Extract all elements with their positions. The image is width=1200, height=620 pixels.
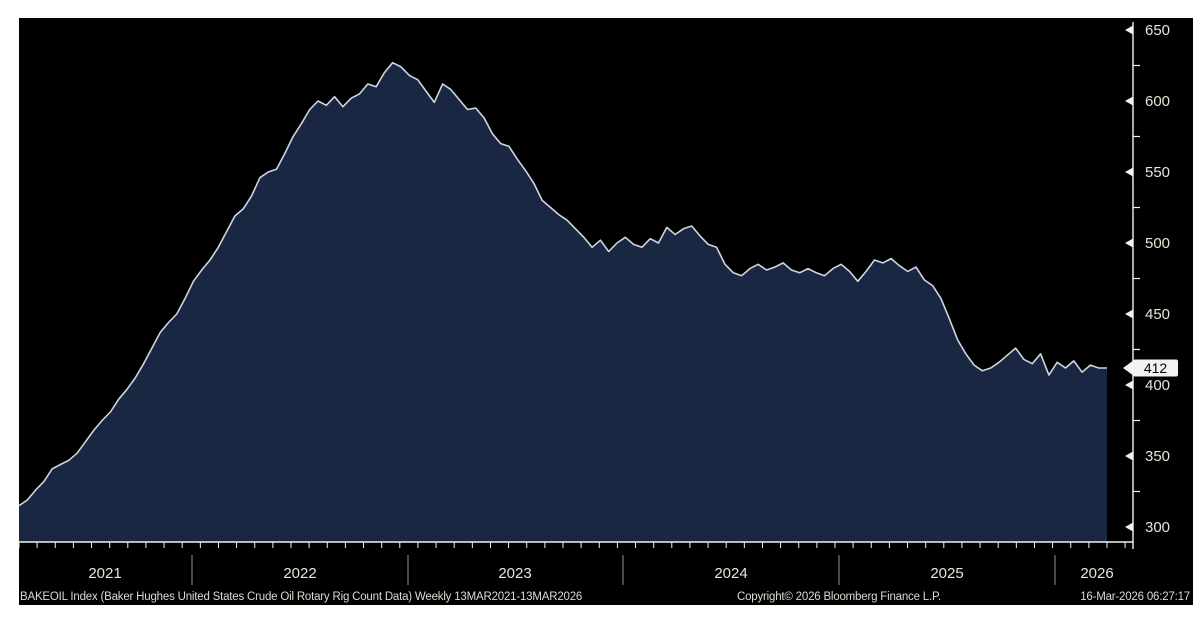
x-year-label: 2025 <box>930 565 963 582</box>
y-tick-label: 350 <box>1145 448 1170 465</box>
footer-description: BAKEOIL Index (Baker Hughes United State… <box>20 591 583 603</box>
y-major-tick-arrow <box>1125 309 1133 319</box>
y-major-tick-arrow <box>1125 96 1133 106</box>
footer-timestamp: 16-Mar-2026 06:27:17 <box>1080 591 1190 603</box>
x-year-label: 2023 <box>498 565 531 582</box>
y-tick-label: 650 <box>1145 22 1170 39</box>
x-year-label: 2021 <box>88 565 121 582</box>
y-tick-label: 500 <box>1145 235 1170 252</box>
y-major-tick-arrow <box>1125 167 1133 177</box>
y-major-tick-arrow <box>1125 380 1133 390</box>
chart-canvas[interactable]: 650 600 550 500 450 400 350 300 2021 2022 2023 2024… <box>19 18 1193 590</box>
y-tick-label: 400 <box>1145 377 1170 394</box>
last-value-badge-text: 412 <box>1144 360 1168 376</box>
x-year-label: 2022 <box>283 565 316 582</box>
y-tick-label: 450 <box>1145 306 1170 323</box>
y-tick-label: 300 <box>1145 519 1170 536</box>
bloomberg-chart-window: 650 600 550 500 450 400 350 300 2021 2022 2023 2024… <box>19 18 1193 605</box>
plot-area[interactable] <box>19 18 1133 542</box>
x-year-label: 2024 <box>714 565 747 582</box>
y-major-tick-arrow <box>1125 25 1133 35</box>
series-line <box>19 61 1107 507</box>
chart-footer: BAKEOIL Index (Baker Hughes United State… <box>19 589 1193 605</box>
last-value-badge-box <box>1133 359 1178 377</box>
area-series-fill <box>19 62 1107 542</box>
last-value-badge-arrow <box>1123 359 1134 376</box>
y-major-tick-arrow <box>1125 238 1133 248</box>
y-tick-label: 550 <box>1145 164 1170 181</box>
y-major-tick-arrow <box>1125 522 1133 532</box>
y-major-tick-arrow <box>1125 451 1133 461</box>
footer-copyright: Copyright© 2026 Bloomberg Finance L.P. <box>737 591 941 603</box>
x-year-label: 2026 <box>1080 565 1113 582</box>
y-tick-label: 600 <box>1145 93 1170 110</box>
